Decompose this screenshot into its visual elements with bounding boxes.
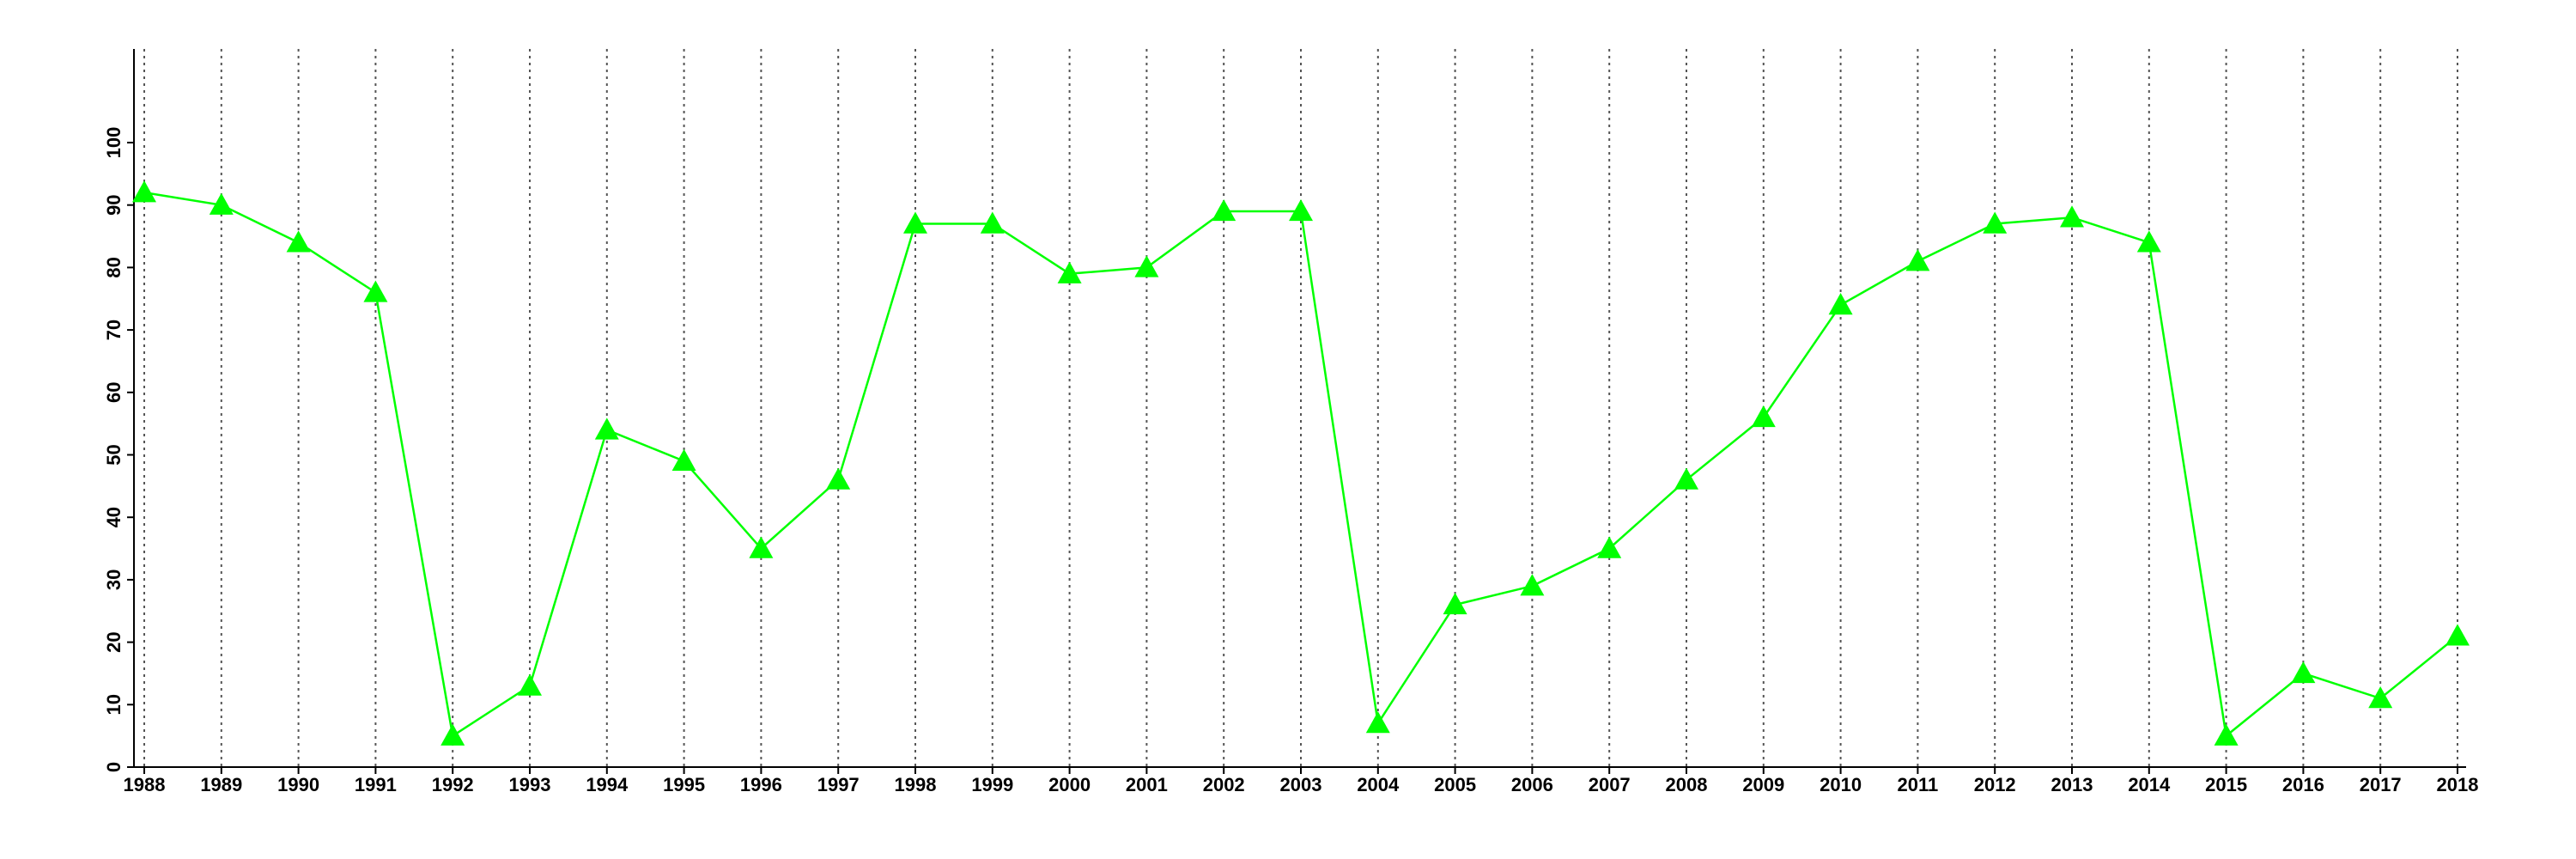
marker — [363, 280, 388, 302]
x-tick-label: 2001 — [1126, 774, 1168, 795]
marker — [209, 192, 234, 215]
marker — [440, 723, 465, 746]
x-tick-label: 2004 — [1357, 774, 1400, 795]
marker — [1597, 536, 1622, 558]
marker — [1828, 293, 1853, 315]
y-tick-label: 80 — [103, 257, 125, 277]
x-tick-label: 2003 — [1280, 774, 1322, 795]
x-tick-label: 2002 — [1203, 774, 1245, 795]
marker — [1751, 405, 1776, 428]
marker — [671, 448, 696, 471]
y-tick-label: 90 — [103, 194, 125, 215]
x-tick-label: 1993 — [509, 774, 551, 795]
x-tick-label: 1997 — [817, 774, 860, 795]
x-tick-label: 2009 — [1742, 774, 1784, 795]
x-tick-label: 1990 — [277, 774, 319, 795]
x-tick-label: 1998 — [895, 774, 937, 795]
x-tick-label: 2012 — [1974, 774, 2016, 795]
marker — [1983, 211, 2008, 234]
marker — [1520, 574, 1545, 596]
marker — [749, 536, 774, 558]
y-tick-label: 100 — [103, 127, 125, 159]
marker — [903, 211, 927, 234]
marker — [1365, 711, 1390, 734]
x-tick-label: 1995 — [663, 774, 705, 795]
marker — [980, 211, 1005, 234]
x-tick-label: 2006 — [1511, 774, 1553, 795]
marker — [1057, 261, 1082, 283]
x-tick-label: 1989 — [200, 774, 242, 795]
y-tick-label: 0 — [103, 762, 125, 772]
x-tick-label: 1999 — [971, 774, 1013, 795]
x-tick-label: 2013 — [2051, 774, 2093, 795]
x-tick-label: 2007 — [1589, 774, 1631, 795]
x-tick-label: 2018 — [2437, 774, 2479, 795]
x-tick-label: 2008 — [1666, 774, 1708, 795]
marker — [518, 673, 542, 696]
marker — [1674, 467, 1698, 490]
y-tick-label: 20 — [103, 631, 125, 652]
marker — [1443, 592, 1467, 615]
x-tick-label: 2017 — [2360, 774, 2402, 795]
marker — [286, 230, 311, 253]
x-tick-label: 1994 — [586, 774, 629, 795]
marker — [2445, 624, 2470, 646]
marker — [1905, 249, 1930, 271]
marker — [2136, 230, 2161, 253]
y-tick-label: 30 — [103, 570, 125, 590]
marker — [1289, 198, 1313, 222]
x-tick-label: 1996 — [740, 774, 782, 795]
x-tick-label: 2016 — [2282, 774, 2324, 795]
marker — [132, 180, 156, 203]
x-tick-label: 2011 — [1898, 774, 1939, 795]
y-tick-label: 50 — [103, 444, 125, 465]
x-tick-label: 1992 — [432, 774, 474, 795]
marker — [2291, 661, 2316, 684]
x-tick-label: 2015 — [2205, 774, 2247, 795]
x-tick-label: 2005 — [1434, 774, 1476, 795]
marker — [594, 417, 619, 440]
y-tick-label: 10 — [103, 694, 125, 715]
y-tick-label: 60 — [103, 382, 125, 403]
y-tick-label: 40 — [103, 507, 125, 527]
marker — [2060, 205, 2084, 228]
x-tick-label: 1988 — [124, 774, 166, 795]
marker — [1134, 255, 1159, 277]
x-tick-label: 2000 — [1048, 774, 1091, 795]
x-tick-label: 2010 — [1820, 774, 1862, 795]
marker — [2368, 686, 2393, 709]
x-tick-label: 2014 — [2128, 774, 2171, 795]
marker — [826, 467, 851, 490]
x-tick-label: 1991 — [355, 774, 397, 795]
marker — [1212, 198, 1236, 222]
y-tick-label: 70 — [103, 320, 125, 340]
marker — [2214, 723, 2239, 746]
